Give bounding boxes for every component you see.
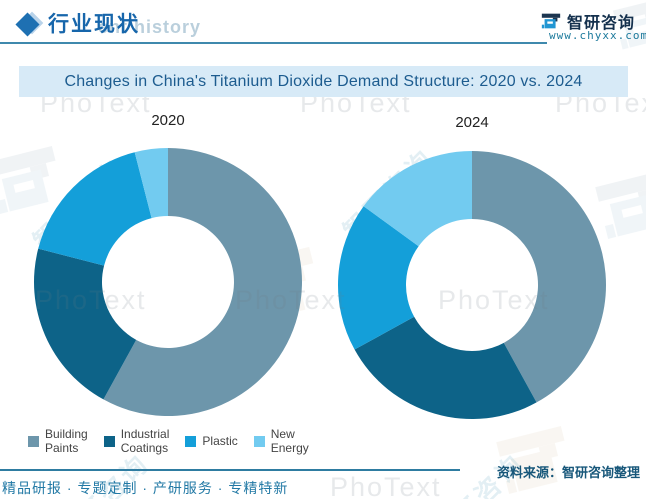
legend-marker-plastic (185, 435, 197, 447)
donut-2024-segment-building-paints (472, 151, 607, 403)
donut-2024-segment-plastic (337, 206, 419, 350)
legend-label-new-energy: New Energy (270, 427, 309, 455)
legend-marker-building-paints (28, 435, 39, 447)
watermark-photext: PhoText (330, 472, 442, 499)
header-divider (0, 42, 547, 44)
legend-marker-industrial-coatings (103, 435, 115, 447)
data-source-text: 资料来源：智研咨询整理 (497, 465, 641, 480)
donut-2020-segment-industrial-coatings (34, 248, 137, 400)
donut-2024-segment-new-energy (363, 151, 472, 247)
legend-item-building-paints: Building Paints (28, 427, 88, 455)
legend-label-plastic: Plastic (202, 434, 238, 448)
donut-chart-2020 (34, 148, 302, 417)
legend-label-industrial-coatings: Industrial Coatings (120, 427, 170, 455)
watermark-logo (496, 426, 565, 494)
brand-logo-icon (541, 13, 561, 29)
footer-divider (0, 469, 460, 471)
legend-item-industrial-coatings: Industrial Coatings (103, 427, 170, 455)
chart-title-banner: Changes in China's Titanium Dioxide Dema… (19, 66, 628, 97)
page-title: 行业现状 (48, 13, 140, 36)
donut-2020-title: 2020 (151, 112, 185, 129)
brand-name: 智研咨询 (567, 15, 636, 32)
donut-chart-2024 (337, 151, 607, 420)
donut-2020-segment-new-energy (134, 148, 168, 219)
donut-2020-segment-plastic (38, 152, 152, 266)
legend-item-new-energy: New Energy (253, 427, 309, 455)
legend-label-building-paints: Building Paints (45, 427, 88, 455)
section-diamond-icon (15, 11, 44, 38)
legend-marker-new-energy (253, 435, 265, 447)
brand-url-link[interactable]: www.chyxx.com (549, 29, 646, 42)
donut-2020-segment-building-paints (103, 148, 302, 417)
donut-2024-title: 2024 (455, 114, 489, 131)
legend-item-plastic: Plastic (185, 434, 238, 448)
chart-title: Changes in China's Titanium Dioxide Dema… (64, 72, 583, 90)
donut-2024-segment-industrial-coatings (354, 316, 537, 420)
chart-legend: Building Paints Industrial Coatings Plas… (28, 427, 309, 455)
brand-block: 智研咨询 (540, 9, 635, 33)
footer-tagline: 精品研报 · 专题定制 · 产研服务 · 专精特新 (2, 480, 289, 496)
